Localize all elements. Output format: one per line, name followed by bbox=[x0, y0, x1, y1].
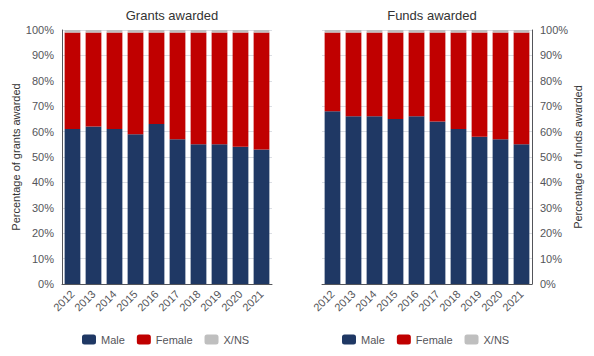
svg-text:2020: 2020 bbox=[479, 288, 505, 314]
svg-text:80%: 80% bbox=[32, 75, 54, 87]
svg-text:2021: 2021 bbox=[500, 288, 526, 314]
svg-text:10%: 10% bbox=[540, 253, 562, 265]
svg-text:2013: 2013 bbox=[332, 288, 358, 314]
svg-text:50%: 50% bbox=[540, 151, 562, 163]
svg-text:Percentage of grants awarded: Percentage of grants awarded bbox=[10, 83, 22, 230]
svg-text:2013: 2013 bbox=[72, 288, 98, 314]
svg-text:2021: 2021 bbox=[240, 288, 266, 314]
svg-text:90%: 90% bbox=[540, 49, 562, 61]
svg-text:X/NS: X/NS bbox=[224, 334, 250, 346]
svg-text:0%: 0% bbox=[540, 278, 556, 290]
svg-text:Percentage of funds awarded: Percentage of funds awarded bbox=[572, 85, 584, 229]
svg-text:2019: 2019 bbox=[198, 288, 224, 314]
svg-text:10%: 10% bbox=[32, 253, 54, 265]
svg-text:20%: 20% bbox=[32, 227, 54, 239]
svg-text:50%: 50% bbox=[32, 151, 54, 163]
svg-text:60%: 60% bbox=[32, 126, 54, 138]
svg-text:Funds awarded: Funds awarded bbox=[387, 8, 477, 23]
svg-text:Male: Male bbox=[101, 334, 125, 346]
svg-text:2016: 2016 bbox=[135, 288, 161, 314]
svg-text:Grants awarded: Grants awarded bbox=[126, 8, 219, 23]
svg-text:2015: 2015 bbox=[114, 288, 140, 314]
svg-text:2017: 2017 bbox=[416, 288, 442, 314]
svg-text:60%: 60% bbox=[540, 126, 562, 138]
svg-text:X/NS: X/NS bbox=[484, 334, 510, 346]
svg-text:2012: 2012 bbox=[51, 288, 77, 314]
svg-text:2018: 2018 bbox=[177, 288, 203, 314]
svg-text:0%: 0% bbox=[38, 278, 54, 290]
svg-text:2014: 2014 bbox=[93, 288, 119, 314]
svg-text:20%: 20% bbox=[540, 227, 562, 239]
svg-text:2016: 2016 bbox=[395, 288, 421, 314]
svg-text:70%: 70% bbox=[540, 100, 562, 112]
svg-text:80%: 80% bbox=[540, 75, 562, 87]
svg-text:Male: Male bbox=[361, 334, 385, 346]
svg-text:40%: 40% bbox=[540, 176, 562, 188]
svg-text:2018: 2018 bbox=[437, 288, 463, 314]
svg-text:30%: 30% bbox=[32, 202, 54, 214]
svg-text:90%: 90% bbox=[32, 49, 54, 61]
svg-text:Female: Female bbox=[416, 334, 453, 346]
svg-text:100%: 100% bbox=[540, 24, 568, 36]
svg-text:40%: 40% bbox=[32, 176, 54, 188]
svg-text:2012: 2012 bbox=[311, 288, 337, 314]
svg-text:2019: 2019 bbox=[458, 288, 484, 314]
svg-text:30%: 30% bbox=[540, 202, 562, 214]
svg-text:70%: 70% bbox=[32, 100, 54, 112]
svg-text:Female: Female bbox=[156, 334, 193, 346]
svg-text:2017: 2017 bbox=[156, 288, 182, 314]
svg-text:2014: 2014 bbox=[353, 288, 379, 314]
svg-text:100%: 100% bbox=[26, 24, 54, 36]
svg-text:2020: 2020 bbox=[219, 288, 245, 314]
svg-text:2015: 2015 bbox=[374, 288, 400, 314]
